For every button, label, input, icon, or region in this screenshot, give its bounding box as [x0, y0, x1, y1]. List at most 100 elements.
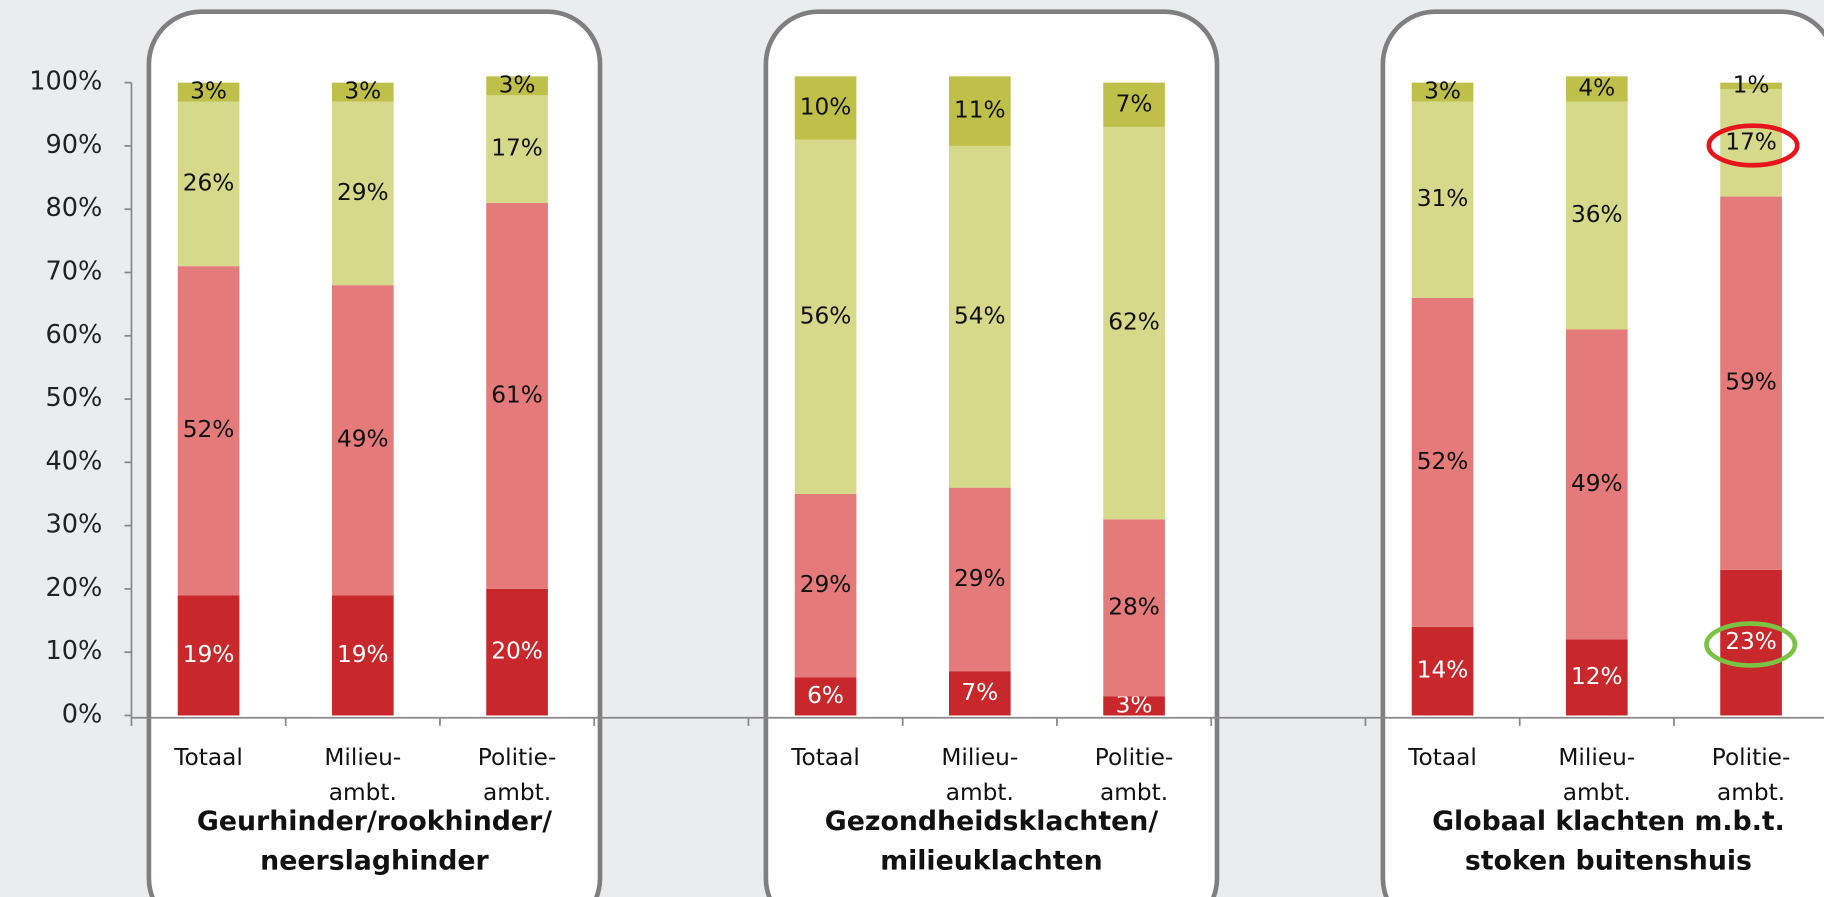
bar-segment: [1103, 82, 1165, 127]
value-label: 56%: [800, 302, 852, 329]
value-label: 17%: [491, 135, 543, 162]
y-tick-label: 10%: [46, 636, 103, 666]
value-label: 1%: [1733, 71, 1770, 98]
x-tick-label: Milieu-: [1558, 744, 1635, 771]
x-tick-label: ambt.: [946, 779, 1014, 806]
value-label: 28%: [1108, 593, 1160, 620]
y-tick-label: 90%: [46, 130, 103, 160]
y-tick-label: 20%: [46, 573, 103, 603]
plot: 0% 10% 20% 30% 40% 50% 60% 70% 80% 90% 100% Totaal 1…: [29, 67, 1824, 806]
y-tick-label: 60%: [46, 320, 103, 350]
x-tick-label: Milieu-: [941, 744, 1018, 771]
x-tick-label: ambt.: [1717, 779, 1785, 806]
value-label: 3%: [344, 78, 381, 105]
y-tick-label: 0%: [62, 699, 103, 729]
bar-segment: [1565, 101, 1628, 330]
value-label: 10%: [800, 93, 852, 120]
bar-segment: [948, 671, 1011, 716]
bar-segment: [1720, 82, 1782, 89]
bar-segment: [486, 202, 548, 589]
bar-segment: [331, 101, 394, 286]
value-label: 11%: [954, 97, 1006, 124]
bar-segment: [948, 145, 1011, 488]
value-label: 7%: [1116, 90, 1153, 117]
bar-segment: [794, 677, 857, 716]
bar-segment: [1411, 101, 1474, 298]
value-label: 49%: [337, 426, 389, 453]
value-label: 52%: [183, 416, 235, 443]
bar-segment: [177, 266, 240, 596]
value-label: 19%: [337, 641, 389, 668]
value-label: 61%: [491, 381, 543, 408]
x-tick-label: Politie-: [1712, 744, 1791, 771]
value-label: 3%: [190, 78, 227, 105]
x-tick-label: ambt.: [483, 779, 551, 806]
value-label: 19%: [183, 641, 235, 668]
bar-segment: [1103, 696, 1165, 716]
bar-segment: [1411, 297, 1474, 627]
bar-segment: [794, 76, 857, 140]
bar-segment: [948, 76, 1011, 146]
value-label: 3%: [499, 71, 536, 98]
group-label: Geurhinder/rookhinder/: [197, 806, 552, 837]
x-tick-label: Politie-: [478, 744, 557, 771]
value-label: 29%: [800, 571, 852, 598]
y-tick-label: 40%: [46, 446, 103, 476]
value-label: 52%: [1417, 448, 1469, 475]
x-tick-label: Politie-: [1095, 744, 1174, 771]
group-label: Globaal klachten m.b.t.: [1432, 806, 1785, 837]
value-label: 3%: [1424, 78, 1461, 105]
x-tick-label: ambt.: [1563, 779, 1631, 806]
highlight-ellipse: [1704, 621, 1798, 668]
bar-segment: [177, 101, 240, 267]
x-tick-label: Milieu-: [324, 744, 401, 771]
y-tick-label: 80%: [46, 193, 103, 223]
y-tick-label: 100%: [29, 67, 102, 97]
value-label: 36%: [1571, 201, 1623, 228]
highlight-ellipse: [1706, 123, 1800, 168]
bar-segment: [1103, 126, 1165, 520]
value-label: 62%: [1108, 309, 1160, 336]
x-tick-label: ambt.: [329, 779, 397, 806]
group-label: stoken buitenshuis: [1465, 846, 1752, 877]
value-label: 26%: [183, 169, 235, 196]
value-label: 54%: [954, 302, 1006, 329]
y-tick-label: 30%: [46, 510, 103, 540]
bar-segment: [486, 76, 548, 96]
value-label: 49%: [1571, 470, 1623, 497]
bar-segment: [1411, 626, 1474, 716]
bar-segment: [486, 588, 548, 716]
value-label: 23%: [1725, 628, 1777, 655]
y-tick-label: 70%: [46, 256, 103, 286]
value-label: 20%: [491, 638, 543, 665]
bar-segment: [177, 82, 240, 102]
x-tick-label: Totaal: [790, 744, 860, 771]
value-label: 17%: [1725, 128, 1777, 155]
bar-segment: [177, 595, 240, 716]
bar-segment: [1565, 76, 1628, 102]
group-label: neerslaghinder: [260, 846, 489, 877]
value-label: 7%: [961, 679, 998, 706]
value-label: 6%: [807, 682, 844, 709]
bar-segment: [1720, 88, 1782, 197]
bar-segment: [1565, 639, 1628, 716]
value-label: 4%: [1578, 74, 1615, 101]
bar-segment: [1720, 196, 1782, 570]
bar-segment: [331, 285, 394, 596]
value-label: 59%: [1725, 369, 1777, 396]
bar-segment: [1103, 519, 1165, 697]
bar-segment: [1720, 569, 1782, 716]
group-label: milieuklachten: [880, 846, 1102, 877]
bar-segment: [948, 487, 1011, 672]
bar-segment: [1565, 329, 1628, 640]
bar-segment: [794, 493, 857, 678]
value-label: 29%: [337, 179, 389, 206]
bar-segment: [1411, 82, 1474, 102]
value-label: 12%: [1571, 663, 1623, 690]
x-tick-label: Totaal: [173, 744, 243, 771]
x-tick-label: Totaal: [1407, 744, 1477, 771]
bar-segment: [486, 95, 548, 203]
value-label: 31%: [1417, 185, 1469, 212]
y-tick-label: 50%: [46, 383, 103, 413]
